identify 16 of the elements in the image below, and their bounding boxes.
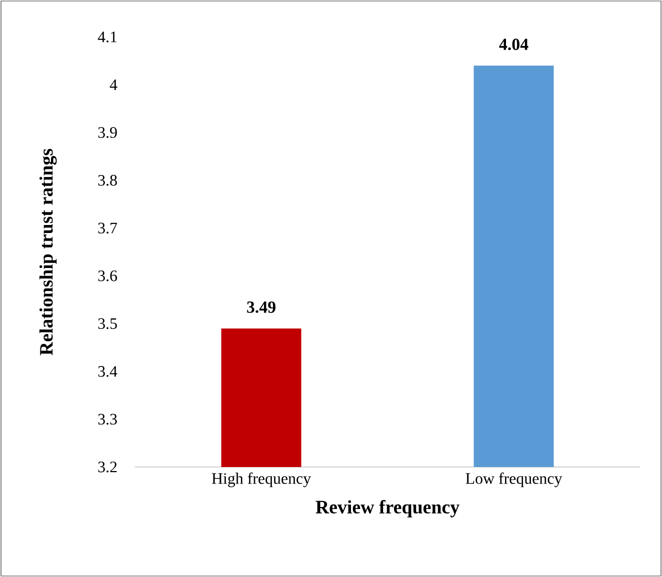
y-tick-label: 3.3: [98, 414, 117, 425]
y-axis-title: Relationship trust ratings: [39, 148, 57, 356]
x-axis-title: Review frequency: [316, 500, 460, 518]
y-tick-label: 3.2: [98, 462, 117, 472]
y-tick-label: 3.9: [98, 127, 117, 138]
y-tick-label: 3.4: [98, 366, 118, 377]
y-tick-label: 4.1: [98, 32, 117, 42]
y-tick-label: 3.8: [98, 174, 117, 186]
data-label: 3.49: [247, 301, 276, 313]
y-tick-label: 4: [110, 80, 118, 90]
data-label: 4.04: [499, 38, 528, 50]
y-tick-label: 3.7: [98, 222, 118, 234]
x-tick-label: Low frequency: [466, 472, 562, 488]
y-tick-label: 3.6: [98, 270, 118, 282]
x-tick-label: High frequency: [212, 472, 311, 488]
y-tick-label: 3.5: [98, 318, 117, 330]
